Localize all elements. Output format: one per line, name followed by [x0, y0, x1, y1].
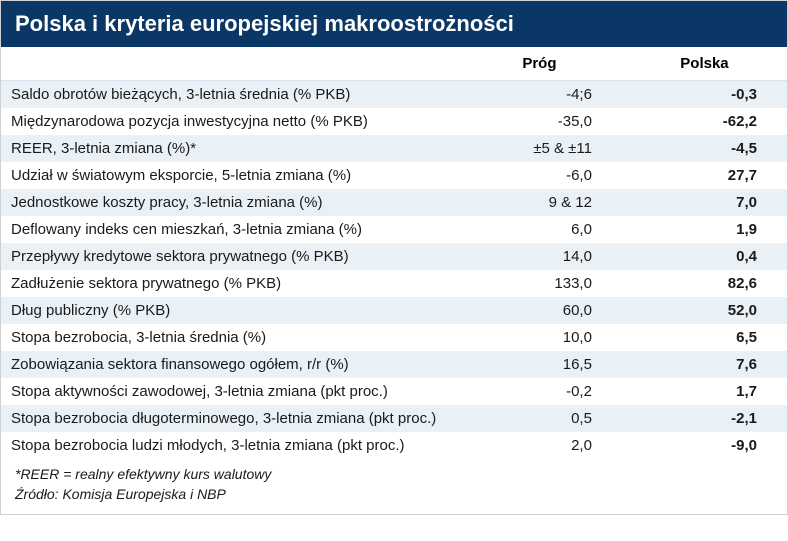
cell-prog: 10,0: [457, 324, 622, 351]
table-row: Udział w światowym eksporcie, 5-letnia z…: [1, 162, 787, 189]
cell-polska: -62,2: [622, 108, 787, 135]
cell-prog: 6,0: [457, 216, 622, 243]
cell-polska: 27,7: [622, 162, 787, 189]
cell-label: Zobowiązania sektora finansowego ogółem,…: [1, 351, 457, 378]
cell-polska: -2,1: [622, 405, 787, 432]
header-row: Próg Polska: [1, 47, 787, 81]
cell-prog: 0,5: [457, 405, 622, 432]
table-row: Przepływy kredytowe sektora prywatnego (…: [1, 243, 787, 270]
table-row: Deflowany indeks cen mieszkań, 3-letnia …: [1, 216, 787, 243]
footnote: *REER = realny efektywny kurs walutowy: [15, 465, 773, 485]
cell-polska: 6,5: [622, 324, 787, 351]
title: Polska i kryteria europejskiej makroostr…: [1, 1, 787, 47]
cell-prog: -0,2: [457, 378, 622, 405]
cell-prog: -6,0: [457, 162, 622, 189]
cell-label: Stopa bezrobocia długoterminowego, 3-let…: [1, 405, 457, 432]
cell-polska: 52,0: [622, 297, 787, 324]
table-body: Saldo obrotów bieżących, 3-letnia średni…: [1, 81, 787, 460]
cell-polska: 1,7: [622, 378, 787, 405]
cell-label: Stopa aktywności zawodowej, 3-letnia zmi…: [1, 378, 457, 405]
cell-label: Zadłużenie sektora prywatnego (% PKB): [1, 270, 457, 297]
source: Źródło: Komisja Europejska i NBP: [15, 485, 773, 505]
cell-polska: -0,3: [622, 81, 787, 109]
cell-label: Międzynarodowa pozycja inwestycyjna nett…: [1, 108, 457, 135]
table-row: Zobowiązania sektora finansowego ogółem,…: [1, 351, 787, 378]
cell-prog: ±5 & ±11: [457, 135, 622, 162]
cell-prog: 2,0: [457, 432, 622, 459]
cell-label: Dług publiczny (% PKB): [1, 297, 457, 324]
cell-label: Deflowany indeks cen mieszkań, 3-letnia …: [1, 216, 457, 243]
table-row: Dług publiczny (% PKB)60,052,0: [1, 297, 787, 324]
table-row: REER, 3-letnia zmiana (%)*±5 & ±11-4,5: [1, 135, 787, 162]
table-row: Jednostkowe koszty pracy, 3-letnia zmian…: [1, 189, 787, 216]
cell-label: Stopa bezrobocia ludzi młodych, 3-letnia…: [1, 432, 457, 459]
cell-polska: 82,6: [622, 270, 787, 297]
cell-polska: 0,4: [622, 243, 787, 270]
col-header-prog: Próg: [457, 47, 622, 81]
table-row: Stopa aktywności zawodowej, 3-letnia zmi…: [1, 378, 787, 405]
cell-prog: 14,0: [457, 243, 622, 270]
cell-label: REER, 3-letnia zmiana (%)*: [1, 135, 457, 162]
cell-polska: 7,0: [622, 189, 787, 216]
footer: *REER = realny efektywny kurs walutowy Ź…: [1, 459, 787, 514]
cell-polska: -9,0: [622, 432, 787, 459]
col-header-polska: Polska: [622, 47, 787, 81]
cell-polska: 1,9: [622, 216, 787, 243]
data-table: Próg Polska Saldo obrotów bieżących, 3-l…: [1, 47, 787, 459]
table-row: Stopa bezrobocia ludzi młodych, 3-letnia…: [1, 432, 787, 459]
cell-label: Udział w światowym eksporcie, 5-letnia z…: [1, 162, 457, 189]
cell-prog: 16,5: [457, 351, 622, 378]
cell-label: Stopa bezrobocia, 3-letnia średnia (%): [1, 324, 457, 351]
cell-polska: -4,5: [622, 135, 787, 162]
cell-label: Jednostkowe koszty pracy, 3-letnia zmian…: [1, 189, 457, 216]
cell-prog: -35,0: [457, 108, 622, 135]
table-container: Polska i kryteria europejskiej makroostr…: [0, 0, 788, 515]
cell-label: Saldo obrotów bieżących, 3-letnia średni…: [1, 81, 457, 109]
col-header-label: [1, 47, 457, 81]
table-row: Zadłużenie sektora prywatnego (% PKB)133…: [1, 270, 787, 297]
cell-prog: -4;6: [457, 81, 622, 109]
cell-prog: 133,0: [457, 270, 622, 297]
table-row: Stopa bezrobocia, 3-letnia średnia (%)10…: [1, 324, 787, 351]
cell-polska: 7,6: [622, 351, 787, 378]
cell-label: Przepływy kredytowe sektora prywatnego (…: [1, 243, 457, 270]
table-row: Stopa bezrobocia długoterminowego, 3-let…: [1, 405, 787, 432]
cell-prog: 9 & 12: [457, 189, 622, 216]
table-row: Saldo obrotów bieżących, 3-letnia średni…: [1, 81, 787, 109]
table-row: Międzynarodowa pozycja inwestycyjna nett…: [1, 108, 787, 135]
cell-prog: 60,0: [457, 297, 622, 324]
